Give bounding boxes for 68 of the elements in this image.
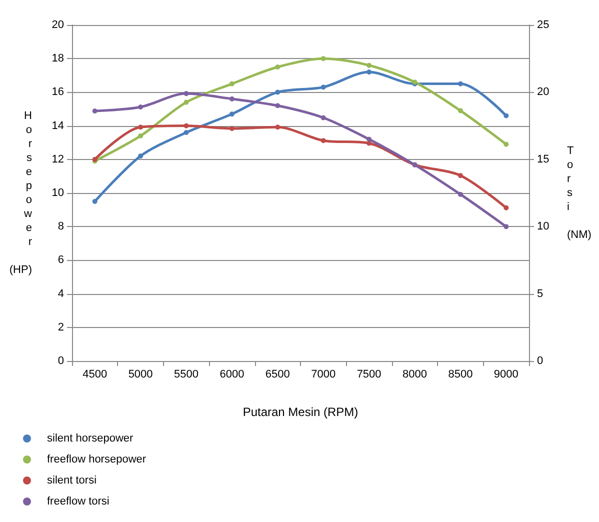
point — [275, 64, 280, 70]
y-tick-label: 10 — [52, 187, 64, 199]
point — [138, 124, 144, 130]
point — [458, 81, 463, 86]
point — [366, 136, 372, 142]
point — [366, 62, 372, 68]
point — [504, 113, 509, 118]
y2-tick-label: 0 — [537, 355, 544, 367]
point — [320, 56, 326, 62]
x-tick-label: 5500 — [174, 368, 198, 380]
y-tick-label: 4 — [58, 288, 64, 300]
point — [184, 130, 189, 136]
y-tick-label: 2 — [58, 321, 64, 334]
point — [229, 96, 234, 102]
point — [504, 205, 509, 210]
legend-label: silent horsepower — [47, 432, 134, 444]
point — [320, 115, 326, 120]
legend-label: silent torsi — [47, 474, 97, 486]
legend-label: freeflow torsi — [47, 496, 110, 508]
point — [504, 142, 509, 147]
point — [275, 124, 280, 130]
point — [458, 173, 463, 178]
x-tick-label: 9000 — [494, 368, 518, 380]
y-tick-label: 18 — [52, 52, 64, 65]
point — [458, 192, 463, 197]
legend-label: freeflow horsepower — [47, 454, 146, 466]
y2-tick-label: 5 — [537, 288, 544, 300]
x-tick-label: 7500 — [356, 368, 382, 380]
x-axis-title: Putaran Mesin (RPM) — [242, 405, 358, 419]
point — [229, 126, 234, 131]
x-tick-label: 8500 — [448, 368, 473, 380]
point — [366, 140, 372, 146]
point — [275, 103, 280, 108]
x-tick-label: 5000 — [128, 368, 153, 380]
y-tick-label: 14 — [52, 120, 64, 132]
y-tick-label: 16 — [52, 86, 64, 98]
point — [184, 91, 189, 96]
point — [184, 123, 189, 128]
x-tick-label: 4500 — [82, 368, 108, 380]
point — [320, 138, 326, 144]
point — [275, 90, 280, 95]
point — [92, 198, 98, 204]
y-tick-label: 6 — [58, 254, 64, 266]
point — [92, 108, 98, 114]
y2-tick-label: 15 — [537, 153, 550, 166]
x-tick-label: 6000 — [220, 368, 244, 380]
x-tick-label: 8000 — [402, 368, 427, 380]
point — [138, 133, 144, 138]
point — [458, 108, 463, 114]
y-tick-label: 8 — [58, 220, 64, 233]
point — [138, 154, 144, 159]
y2-tick-label: 10 — [537, 220, 550, 233]
point — [366, 70, 372, 75]
point — [320, 84, 326, 90]
point — [138, 104, 144, 110]
point — [504, 224, 509, 230]
y-tick-label: 20 — [52, 19, 64, 31]
text: Torsi (NM) — [567, 145, 592, 241]
text: Horsepower (HP) — [9, 110, 32, 276]
point — [184, 100, 189, 105]
y2-tick-label: 25 — [537, 19, 550, 31]
point — [229, 81, 234, 86]
x-tick-label: 7000 — [311, 368, 336, 380]
y2-tick-label: 20 — [537, 86, 550, 98]
point — [229, 112, 234, 117]
y-tick-label: 0 — [58, 355, 64, 367]
x-tick-label: 6500 — [265, 368, 290, 380]
y-tick-label: 12 — [52, 153, 64, 166]
